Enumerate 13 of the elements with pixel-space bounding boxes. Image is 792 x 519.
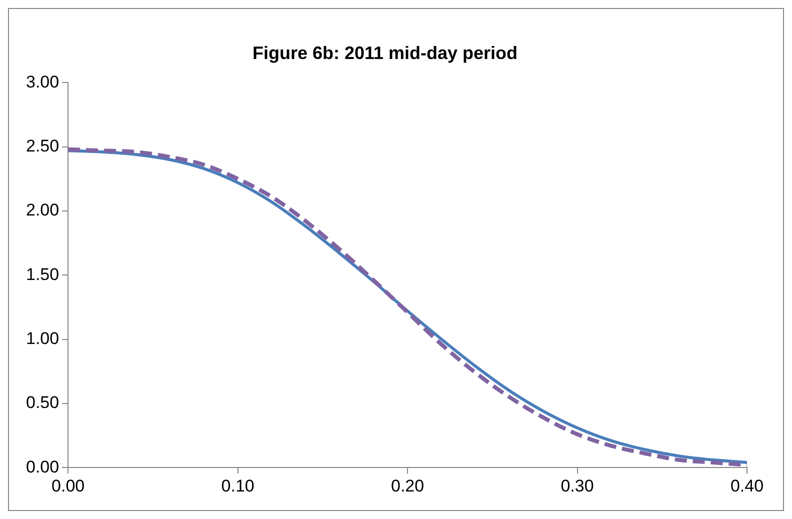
x-tick-label: 0.40 <box>730 476 764 496</box>
y-tick-label: 3.00 <box>26 72 60 92</box>
x-tick-label: 0.00 <box>52 476 85 496</box>
x-tick-label: 0.10 <box>221 476 254 496</box>
x-tick-label: 0.30 <box>560 476 594 496</box>
y-tick-label: 2.00 <box>26 200 60 220</box>
y-tick-label: 2.50 <box>26 136 60 156</box>
x-tick-label: 0.20 <box>390 476 424 496</box>
y-tick-label: 1.50 <box>26 264 60 284</box>
chart-title: Figure 6b: 2011 mid-day period <box>252 42 518 63</box>
y-tick-label: 1.00 <box>26 328 60 348</box>
y-tick-label: 0.00 <box>26 457 60 476</box>
y-tick-label: 0.50 <box>26 393 60 412</box>
